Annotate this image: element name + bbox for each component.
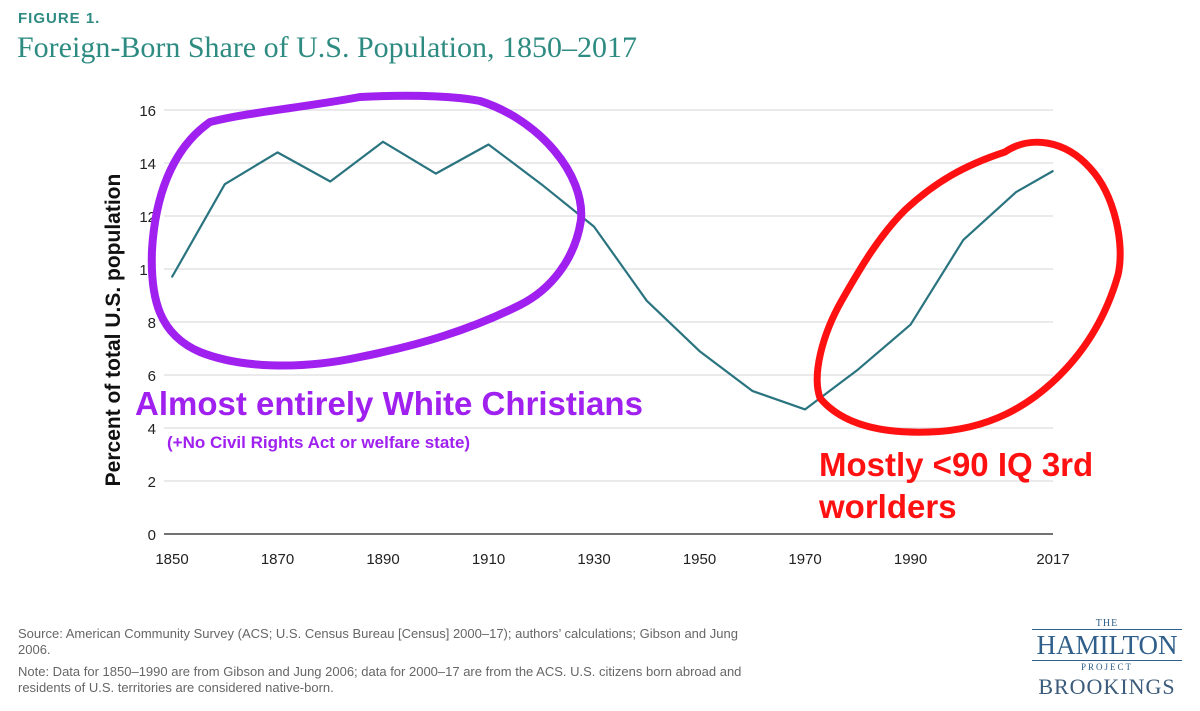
x-tick-label: 1930 bbox=[577, 551, 610, 568]
data-point bbox=[593, 225, 595, 228]
logo-hamilton: HAMILTON bbox=[1032, 629, 1182, 661]
data-point bbox=[382, 141, 384, 143]
x-tick-label: 1970 bbox=[788, 551, 821, 568]
data-point bbox=[698, 350, 701, 352]
red-annotation-text: Mostly <90 IQ 3rd worlders bbox=[819, 446, 1094, 525]
data-point bbox=[962, 239, 965, 241]
data-note: Note: Data for 1850–1990 are from Gibson… bbox=[18, 664, 742, 695]
series-line bbox=[171, 140, 1054, 411]
hamilton-project-logo: THE HAMILTON PROJECT BROOKINGS bbox=[1032, 618, 1182, 700]
data-point bbox=[804, 408, 806, 411]
y-axis-label: Percent of total U.S. population bbox=[102, 174, 125, 487]
data-point bbox=[276, 151, 279, 154]
source-note: Source: American Community Survey (ACS; … bbox=[18, 626, 738, 657]
logo-the: THE bbox=[1095, 618, 1119, 629]
data-point bbox=[540, 183, 543, 185]
y-tick-label: 4 bbox=[148, 421, 156, 438]
data-point bbox=[1015, 191, 1017, 193]
purple-annotation-subtext: (+No Civil Rights Act or welfare state) bbox=[167, 433, 471, 452]
data-point bbox=[223, 183, 226, 185]
data-point bbox=[487, 143, 490, 146]
x-tick-label: 2017 bbox=[1036, 551, 1069, 568]
data-point bbox=[751, 390, 754, 392]
data-point bbox=[909, 323, 912, 326]
y-tick-label: 14 bbox=[139, 156, 156, 173]
logo-project: PROJECT bbox=[1080, 662, 1133, 672]
data-point bbox=[645, 300, 648, 302]
y-tick-label: 0 bbox=[148, 527, 156, 544]
data-point bbox=[329, 180, 332, 183]
data-point bbox=[857, 368, 859, 371]
series-layer bbox=[171, 140, 1054, 411]
x-tick-label: 1990 bbox=[894, 551, 927, 568]
y-tick-label: 2 bbox=[148, 474, 156, 491]
x-tick-label: 1850 bbox=[155, 551, 188, 568]
x-tick-label: 1870 bbox=[261, 551, 294, 568]
x-tick-labels: 1850 1870 1890 1910 1930 1950 1970 1990 2017 bbox=[155, 551, 1069, 568]
x-tick-label: 1950 bbox=[683, 551, 716, 568]
purple-annotation-text: Almost entirely White Christians bbox=[135, 385, 643, 422]
figure-label: FIGURE 1. bbox=[18, 10, 101, 27]
logo-brookings: BROOKINGS bbox=[1038, 674, 1176, 699]
y-tick-label: 6 bbox=[148, 368, 156, 385]
purple-circle-annotation bbox=[147, 91, 586, 370]
red-circle-annotation bbox=[813, 138, 1124, 436]
grid-lines bbox=[164, 109, 1053, 535]
data-point bbox=[1052, 170, 1054, 172]
y-tick-label: 16 bbox=[139, 103, 156, 120]
x-tick-label: 1910 bbox=[472, 551, 505, 568]
data-point bbox=[434, 172, 437, 175]
x-tick-label: 1890 bbox=[366, 551, 399, 568]
y-tick-label: 8 bbox=[148, 315, 156, 332]
chart-title: Foreign-Born Share of U.S. Population, 1… bbox=[17, 31, 637, 64]
data-point bbox=[171, 276, 173, 278]
